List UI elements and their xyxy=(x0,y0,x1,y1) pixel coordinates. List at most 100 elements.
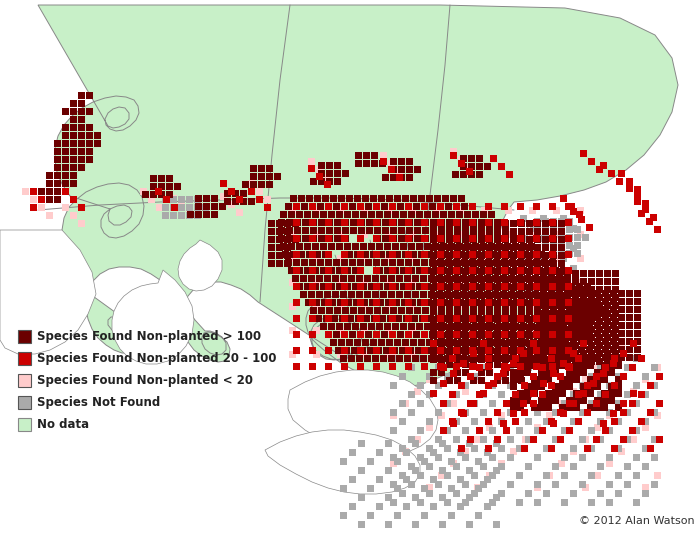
Bar xyxy=(357,203,364,210)
Bar xyxy=(390,382,397,389)
Bar xyxy=(293,219,300,226)
Bar xyxy=(558,340,565,347)
Bar xyxy=(280,211,287,218)
Bar xyxy=(325,331,332,338)
Bar xyxy=(195,211,202,218)
Bar xyxy=(240,198,247,205)
Bar xyxy=(549,299,556,306)
Bar xyxy=(586,354,593,361)
Bar xyxy=(510,308,517,315)
Bar xyxy=(486,236,493,243)
Bar xyxy=(524,369,531,376)
Bar xyxy=(453,418,460,425)
Bar xyxy=(462,369,469,376)
Bar xyxy=(526,316,533,323)
Bar xyxy=(334,162,341,169)
Bar xyxy=(264,196,271,203)
Bar xyxy=(478,305,485,312)
Bar xyxy=(460,360,467,367)
Bar xyxy=(462,227,469,234)
Bar xyxy=(392,211,399,218)
Bar xyxy=(373,347,380,354)
Bar xyxy=(420,275,427,282)
Bar xyxy=(633,472,640,479)
Bar xyxy=(480,267,487,274)
Bar xyxy=(610,290,617,297)
Bar xyxy=(457,327,464,334)
Bar xyxy=(62,132,69,139)
Bar xyxy=(378,251,385,258)
Bar xyxy=(656,400,663,407)
Bar xyxy=(289,279,296,286)
Bar xyxy=(594,397,601,404)
Bar xyxy=(454,353,461,360)
Bar xyxy=(459,315,466,322)
Bar xyxy=(421,203,428,210)
Bar xyxy=(432,283,439,290)
Bar xyxy=(478,236,485,243)
Bar xyxy=(580,350,587,357)
Bar xyxy=(354,339,361,346)
Bar xyxy=(373,283,380,290)
Bar xyxy=(517,363,524,370)
Bar xyxy=(369,299,376,306)
Bar xyxy=(540,350,547,357)
Bar xyxy=(426,376,433,383)
Bar xyxy=(558,226,565,233)
Bar xyxy=(565,331,572,338)
Bar xyxy=(453,219,460,226)
Bar xyxy=(553,231,560,238)
Bar xyxy=(502,353,509,360)
Bar xyxy=(518,292,525,299)
Bar xyxy=(515,315,522,322)
Bar xyxy=(404,355,411,362)
Bar xyxy=(376,503,383,510)
Bar xyxy=(494,329,501,336)
Bar xyxy=(514,251,521,258)
Bar xyxy=(470,219,477,226)
Bar xyxy=(470,228,477,235)
Bar xyxy=(508,275,515,282)
Bar xyxy=(534,332,541,339)
Bar xyxy=(502,324,509,331)
Bar xyxy=(337,255,344,262)
Bar xyxy=(389,259,396,266)
Bar xyxy=(86,92,93,99)
Bar xyxy=(422,235,429,242)
Bar xyxy=(422,219,429,226)
Bar xyxy=(342,307,349,314)
Bar xyxy=(626,314,633,321)
Bar xyxy=(542,218,549,225)
Bar xyxy=(550,324,557,331)
Bar xyxy=(438,348,445,355)
Bar xyxy=(399,418,406,425)
Bar xyxy=(549,235,556,242)
Bar xyxy=(542,340,549,347)
Bar xyxy=(604,302,611,309)
Bar xyxy=(503,347,510,354)
Bar xyxy=(284,220,291,227)
Bar xyxy=(389,203,396,210)
Bar xyxy=(486,313,493,320)
Bar xyxy=(446,348,453,355)
Bar xyxy=(510,360,517,367)
Bar xyxy=(448,267,455,274)
Bar xyxy=(579,364,586,371)
Bar xyxy=(490,251,497,258)
Bar xyxy=(560,323,567,330)
Bar xyxy=(602,391,609,398)
Bar xyxy=(507,364,514,371)
Bar xyxy=(440,323,447,330)
Bar xyxy=(450,195,457,202)
Bar xyxy=(386,251,393,258)
Bar xyxy=(325,203,332,210)
Bar xyxy=(304,243,311,250)
Bar xyxy=(485,251,492,258)
Bar xyxy=(430,369,437,376)
Bar xyxy=(520,400,527,407)
Bar xyxy=(78,164,85,171)
Bar xyxy=(356,291,363,298)
Bar xyxy=(385,521,392,528)
Bar xyxy=(596,286,603,293)
Bar xyxy=(333,259,340,266)
